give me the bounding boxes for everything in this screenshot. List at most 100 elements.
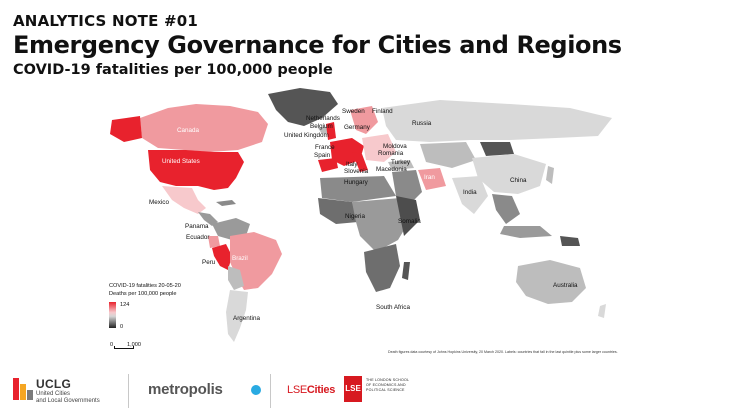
legend-title-line1: COVID-19 fatalities 20-05-20 (109, 283, 181, 289)
label-finland: Finland (372, 108, 393, 115)
country-southern-africa (364, 244, 400, 292)
country-southeast-asia (492, 194, 520, 224)
uclg-subtitle: United Cities and Local Governments (36, 391, 100, 405)
country-central-africa (352, 198, 410, 252)
data-credit: Death figures data courtesy of Johns Hop… (388, 350, 618, 354)
country-argentina (226, 290, 248, 342)
uclg-sub-line1: United Cities (36, 391, 71, 397)
header: ANALYTICS NOTE #01 Emergency Governance … (13, 12, 622, 78)
country-turkey (388, 160, 414, 170)
label-turkey: Turkey (391, 159, 411, 166)
page-title: Emergency Governance for Cities and Regi… (13, 31, 622, 59)
label-nigeria: Nigeria (345, 213, 365, 220)
label-united-states: United States (162, 158, 200, 165)
label-belgium: Belgium (310, 123, 333, 130)
label-romania: Romania (378, 150, 404, 157)
map-land (110, 88, 612, 342)
lse-logo: LSE (344, 376, 362, 402)
legend-min-value: 0 (120, 324, 124, 330)
label-iran: Iran (424, 174, 435, 181)
label-argentina: Argentina (233, 315, 260, 322)
label-mexico: Mexico (149, 199, 169, 206)
country-canada (140, 104, 268, 152)
country-bolivia (228, 266, 244, 290)
label-somalia: Somalia (398, 218, 421, 225)
country-brazil (230, 232, 282, 290)
country-italy (352, 152, 368, 172)
lsecities-logo: LSECities (287, 384, 335, 396)
label-italy: Italy (346, 161, 358, 168)
country-middle-east (392, 170, 422, 204)
label-panama: Panama (185, 223, 209, 230)
country-caribbean (216, 200, 236, 206)
label-germany: Germany (344, 124, 370, 131)
metropolis-name: metropolis (148, 381, 223, 398)
country-india (452, 176, 488, 214)
country-new-zealand (598, 304, 606, 318)
scale-zero: 0 (110, 342, 114, 348)
lse-school-name: THE LONDON SCHOOL OF ECONOMICS AND POLIT… (366, 378, 409, 393)
country-eastern-europe (362, 134, 396, 162)
legend-title-line2: Deaths per 100,000 people (109, 290, 177, 297)
footer-logos: UCLG United Cities and Local Governments… (0, 368, 747, 420)
scale-distance: 1,000 (127, 342, 141, 348)
country-madagascar (402, 262, 410, 280)
country-iran (418, 168, 446, 190)
label-netherlands: Netherlands (306, 115, 340, 122)
country-greenland (268, 88, 338, 126)
label-china: China (510, 177, 527, 184)
scale-bar-line (114, 346, 134, 349)
legend-color-ramp (109, 302, 116, 328)
metropolis-logo: metropolis (148, 381, 261, 401)
label-south-africa: South Africa (376, 304, 410, 311)
label-slovenia: Slovenia (344, 168, 369, 175)
country-spain (318, 158, 338, 172)
map-legend: COVID-19 fatalities 20-05-20 Deaths per … (109, 283, 229, 330)
legend-max-value: 124 (120, 302, 130, 308)
lse-school-line2: OF ECONOMICS AND (366, 382, 406, 387)
country-central-asia (420, 142, 476, 168)
uclg-logo-icon (13, 378, 33, 400)
lsecities-suffix: Cities (306, 384, 336, 396)
lse-school-line3: POLITICAL SCIENCE (366, 387, 405, 392)
label-russia: Russia (412, 120, 432, 127)
label-sweden: Sweden (342, 108, 365, 115)
country-alaska (110, 116, 142, 142)
label-ecuador: Ecuador (186, 234, 210, 241)
country-peru (212, 244, 232, 270)
country-mexico (162, 186, 206, 214)
label-india: India (463, 189, 477, 196)
note-label: ANALYTICS NOTE #01 (13, 12, 199, 30)
country-mongolia (480, 142, 514, 156)
metropolis-dot-icon (251, 385, 261, 395)
country-united-states (148, 150, 244, 190)
label-brazil: Brazil (232, 255, 248, 262)
country-west-africa (318, 198, 358, 224)
footer-divider (270, 374, 271, 408)
country-japan (546, 166, 554, 184)
footer-divider (128, 374, 129, 408)
country-papua (560, 236, 580, 246)
label-peru: Peru (202, 259, 216, 266)
uclg-logo-block: UCLG United Cities and Local Governments (13, 376, 123, 410)
label-canada: Canada (177, 127, 200, 134)
country-australia (516, 260, 586, 304)
country-ecuador (208, 236, 220, 248)
label-moldova: Moldova (383, 143, 407, 150)
page-subtitle: COVID-19 fatalities per 100,000 people (13, 62, 333, 78)
lse-school-line1: THE LONDON SCHOOL (366, 378, 410, 382)
lsecities-prefix: LSE (287, 384, 307, 396)
label-australia: Australia (553, 282, 578, 289)
uclg-name: UCLG (36, 377, 72, 391)
label-hungary: Hungary (344, 179, 368, 186)
label-united-kingdom: United Kingdom (284, 132, 329, 139)
label-macedonia: Macedonia (376, 166, 407, 173)
country-russia (382, 100, 612, 142)
country-north-africa (320, 176, 396, 202)
country-east-africa (396, 196, 420, 236)
country-indonesia (500, 226, 552, 238)
country-central-america (198, 212, 218, 226)
country-china (472, 154, 546, 194)
uclg-sub-line2: and Local Governments (36, 398, 100, 405)
